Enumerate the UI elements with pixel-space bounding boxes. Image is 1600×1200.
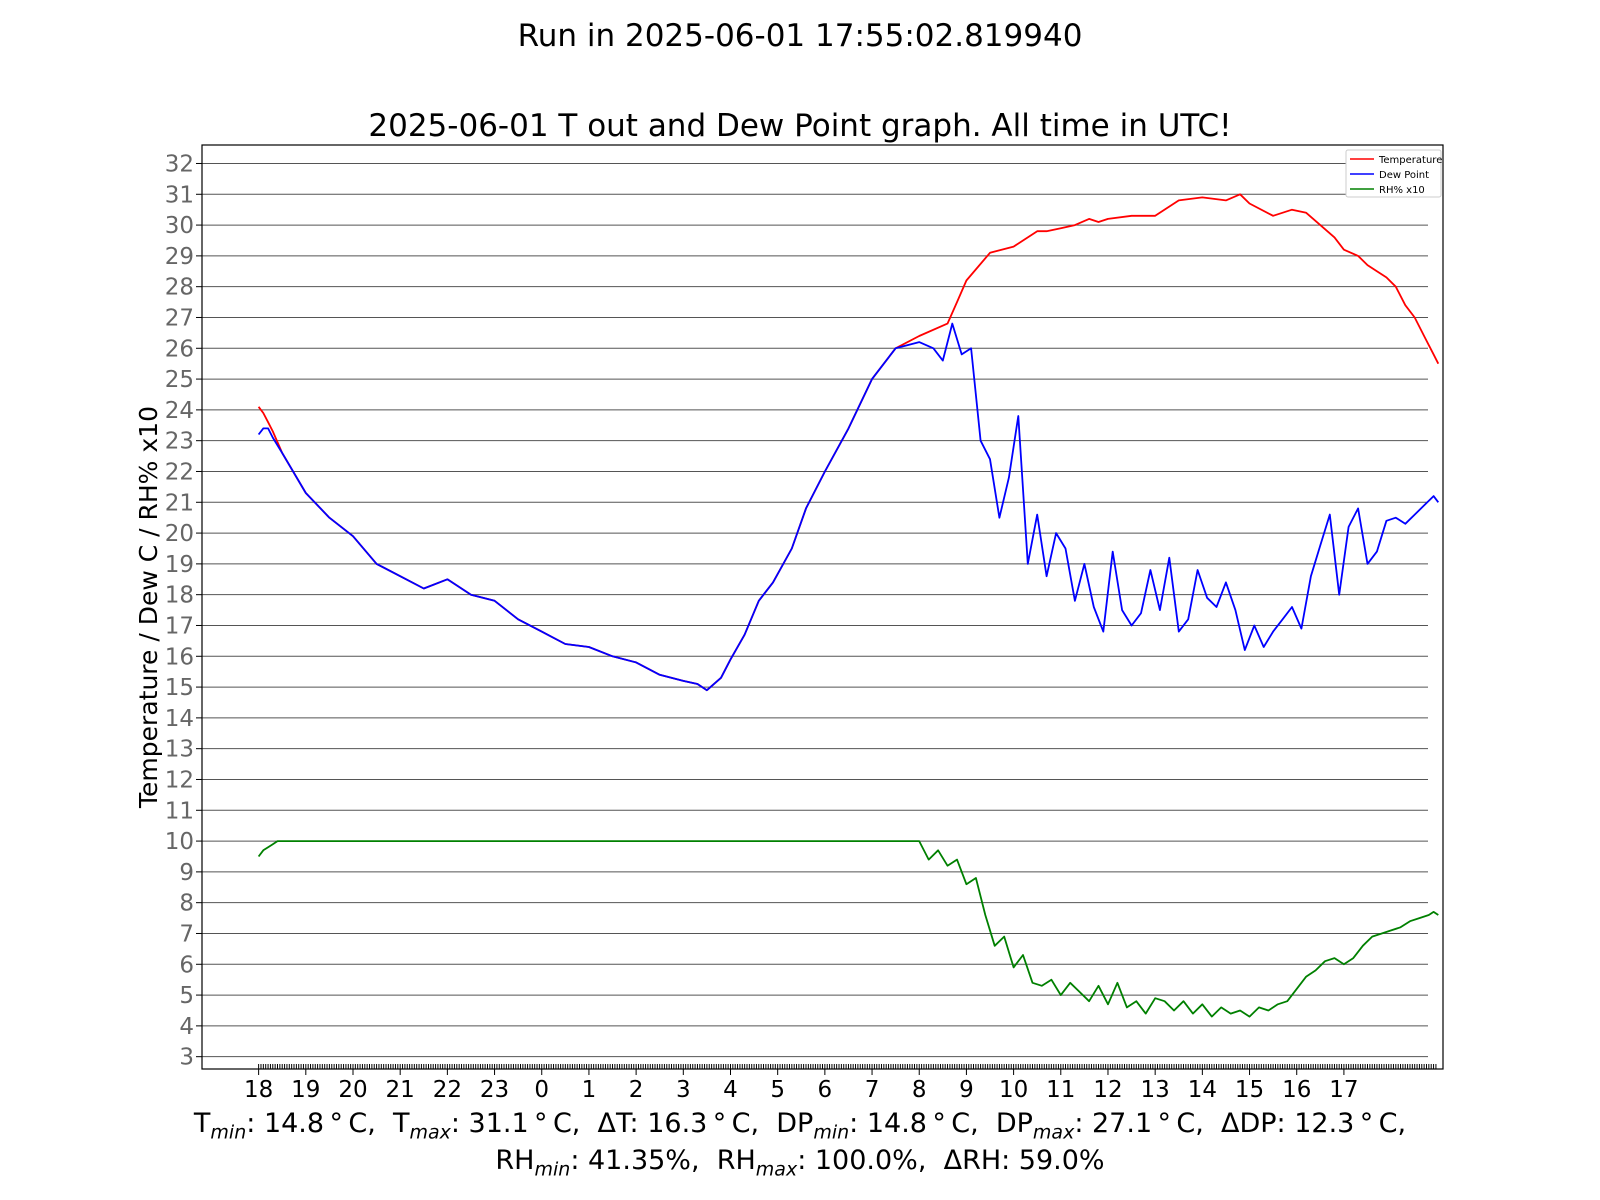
stats-line-1: Tmin: 14.8 ° C, Tmax: 31.1 ° C, ΔT: 16.3… (0, 1108, 1600, 1143)
t-max-label: Tmax: 31.1 ° C, (392, 1108, 581, 1144)
plot-frame (201, 144, 1444, 1070)
series-line-rh-x10 (257, 840, 1439, 1018)
x-tick-label: 16 (1282, 1077, 1311, 1100)
x-tick-label: 14 (1188, 1077, 1217, 1100)
delta-rh-label: ΔRH: 59.0% (943, 1145, 1105, 1176)
y-tick-label: 25 (165, 367, 194, 393)
figure-suptitle: Run in 2025-06-01 17:55:02.819940 (517, 18, 1083, 54)
y-axis-label: Temperature / Dew C / RH% x10 (134, 406, 163, 809)
t-min-label: Tmin: 14.8 ° C, (193, 1108, 376, 1144)
x-tick-label: 8 (912, 1077, 927, 1100)
y-tick-label: 26 (165, 336, 194, 362)
x-tick-label: 2 (629, 1077, 644, 1100)
x-tick-label: 4 (723, 1077, 738, 1100)
x-tick-label: 20 (338, 1077, 367, 1100)
legend-box (1345, 149, 1442, 198)
x-tick-label: 21 (386, 1077, 415, 1100)
y-tick-label: 7 (179, 921, 194, 947)
chart-title: 2025-06-01 T out and Dew Point graph. Al… (368, 108, 1232, 144)
y-tick-label: 29 (165, 244, 194, 270)
x-tick-label: 9 (959, 1077, 974, 1100)
x-tick-label: 1 (582, 1077, 597, 1100)
x-tick-label: 18 (244, 1077, 273, 1100)
legend-label: RH% x10 (1379, 185, 1425, 196)
y-tick-label: 8 (179, 891, 194, 917)
y-tick-label: 9 (179, 860, 194, 886)
x-tick-label: 0 (534, 1077, 549, 1100)
series-line-dew-point (257, 322, 1440, 692)
line-chart: 3456789101112131415161718192021222324252… (134, 144, 1444, 1100)
x-tick-label: 11 (1046, 1077, 1075, 1100)
x-tick-label: 10 (999, 1077, 1028, 1100)
y-tick-label: 10 (165, 829, 194, 855)
y-tick-label: 22 (165, 459, 194, 485)
stats-line-2: RHmin: 41.35%, RHmax: 100.0%, ΔRH: 59.0% (0, 1145, 1600, 1180)
x-tick-label: 23 (480, 1077, 509, 1100)
x-tick-label: 15 (1235, 1077, 1264, 1100)
dp-max-label: DPmax: 27.1 ° C, (995, 1108, 1204, 1144)
x-tick-label: 22 (433, 1077, 462, 1100)
y-tick-label: 28 (165, 275, 194, 301)
x-tick-label: 13 (1141, 1077, 1170, 1100)
y-tick-label: 18 (165, 583, 194, 609)
y-tick-label: 3 (179, 1045, 194, 1071)
y-tick-label: 15 (165, 675, 194, 701)
y-tick-label: 23 (165, 429, 194, 455)
y-tick-label: 17 (165, 613, 194, 639)
x-tick-label: 6 (818, 1077, 833, 1100)
series-line-temperature (257, 193, 1440, 692)
y-tick-label: 16 (165, 644, 194, 670)
y-tick-label: 14 (165, 706, 194, 732)
legend-label: Temperature (1378, 155, 1442, 166)
x-tick-label: 12 (1093, 1077, 1122, 1100)
x-tick-label: 3 (676, 1077, 691, 1100)
x-tick-label: 5 (770, 1077, 785, 1100)
delta-t-label: ΔT: 16.3 ° C, (597, 1108, 760, 1139)
x-tick-label: 7 (865, 1077, 880, 1100)
y-tick-label: 4 (179, 1014, 194, 1040)
y-tick-label: 11 (165, 798, 194, 824)
legend-label: Dew Point (1379, 170, 1429, 181)
y-tick-label: 21 (165, 490, 194, 516)
y-tick-label: 30 (165, 213, 194, 239)
y-tick-label: 32 (165, 151, 194, 177)
y-tick-label: 19 (165, 552, 194, 578)
y-tick-label: 13 (165, 737, 194, 763)
y-tick-label: 6 (179, 952, 194, 978)
x-tick-label: 19 (291, 1077, 320, 1100)
dp-min-label: DPmin: 14.8 ° C, (776, 1108, 979, 1144)
y-tick-label: 12 (165, 767, 194, 793)
y-tick-label: 24 (165, 398, 194, 424)
rh-max-label: RHmax: 100.0%, (716, 1145, 927, 1181)
y-tick-label: 5 (179, 983, 194, 1009)
y-tick-label: 27 (165, 305, 194, 331)
y-tick-label: 20 (165, 521, 194, 547)
delta-dp-label: ΔDP: 12.3 ° C, (1221, 1108, 1407, 1139)
y-tick-label: 31 (165, 182, 194, 208)
x-tick-label: 17 (1329, 1077, 1358, 1100)
rh-min-label: RHmin: 41.35%, (495, 1145, 700, 1181)
